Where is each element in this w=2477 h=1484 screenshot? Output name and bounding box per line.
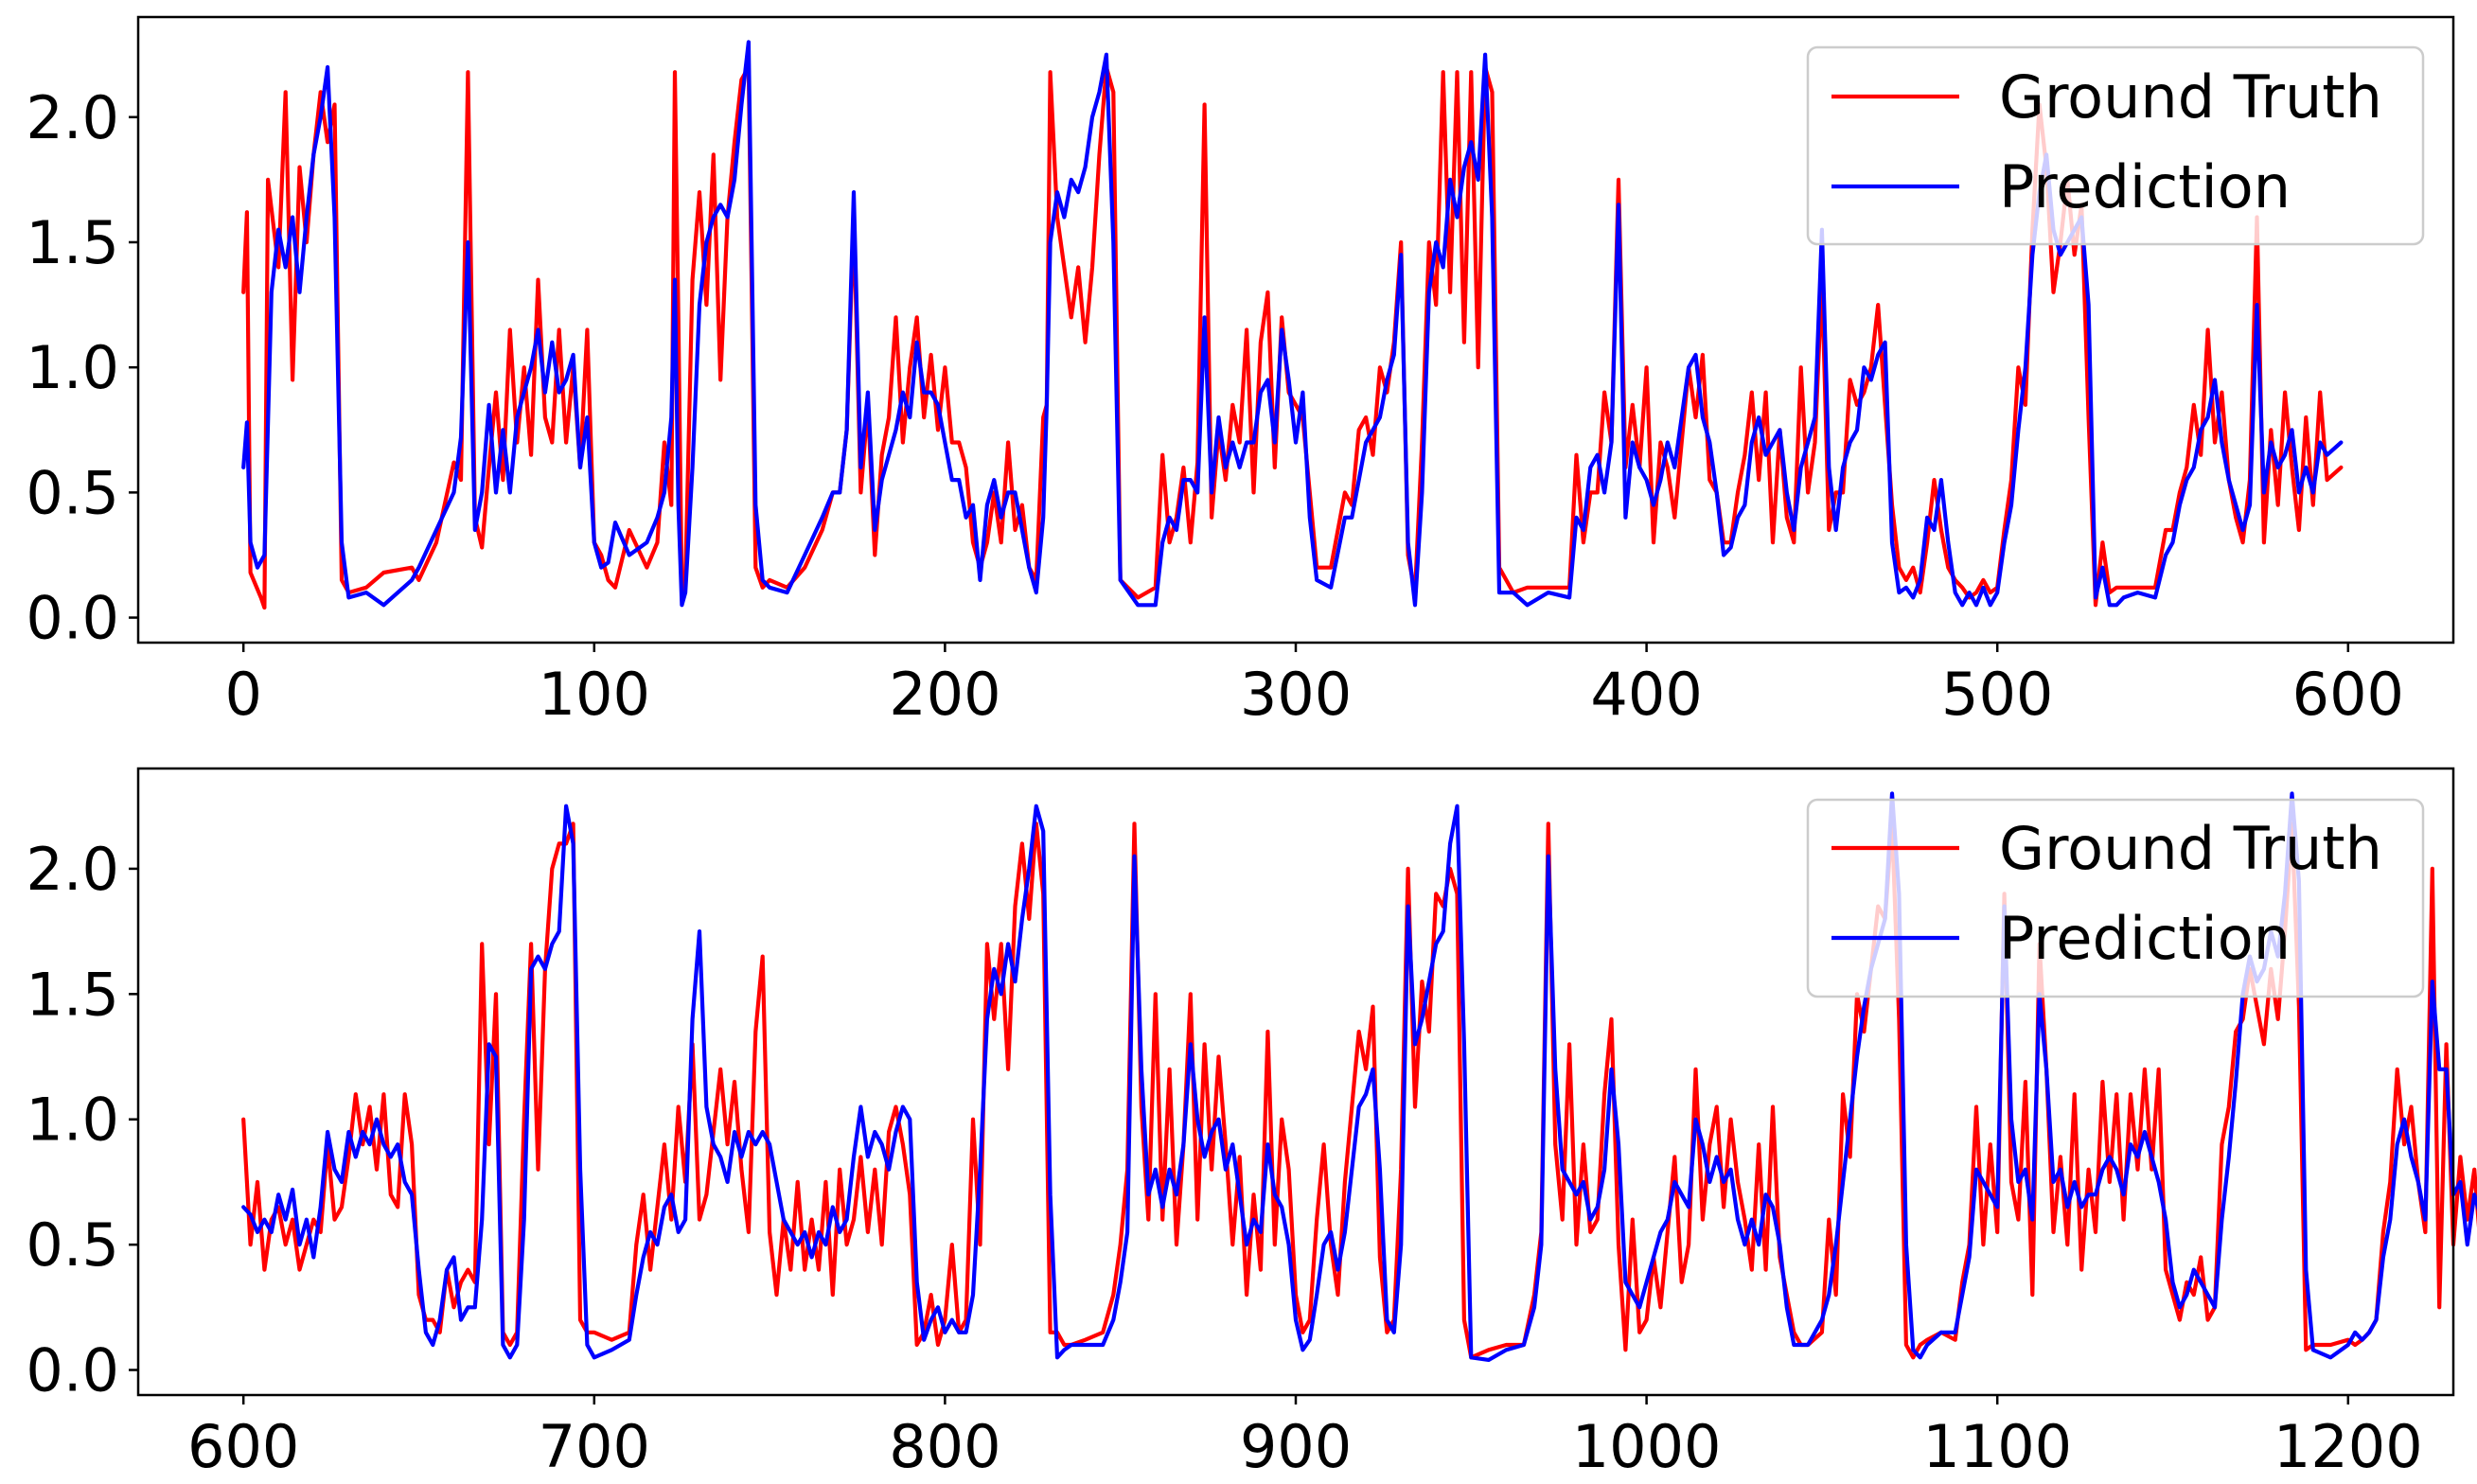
y-tick-label: 1.0 xyxy=(26,1086,119,1155)
x-tick-label: 600 xyxy=(187,1412,299,1481)
x-axis-bottom: 600 700 800 900 1000 1100 1200 xyxy=(187,1395,2423,1481)
x-tick-label: 600 xyxy=(2292,660,2404,729)
x-tick-label: 1000 xyxy=(1572,1412,1722,1481)
y-tick-label: 0.5 xyxy=(26,1210,119,1280)
x-tick-label: 1200 xyxy=(2274,1412,2423,1481)
legend-box-top xyxy=(1806,45,2425,246)
x-tick-label: 700 xyxy=(539,1412,650,1481)
x-tick-label: 100 xyxy=(539,660,650,729)
y-axis-bottom: 0.0 0.5 1.0 1.5 2.0 xyxy=(26,835,138,1405)
x-tick-label: 400 xyxy=(1590,660,1702,729)
chart-panel-top: 0 100 200 300 400 500 600 0.0 0.5 1.0 1.5 2.0 Grou… xyxy=(26,15,2455,729)
legend-label-prediction: Prediction xyxy=(1999,152,2291,221)
chart-panel-bottom: 600 700 800 900 1000 1100 1200 0.0 0.5 1.0 1.5 2.0… xyxy=(26,767,2477,1481)
plot-area-top xyxy=(241,40,2344,610)
y-tick-label: 0.0 xyxy=(26,584,119,653)
x-tick-label: 300 xyxy=(1240,660,1352,729)
legend-top: Ground Truth Prediction xyxy=(1806,45,2425,246)
series-line-prediction xyxy=(241,40,2344,608)
legend-bottom: Ground Truth Prediction xyxy=(1806,798,2425,998)
y-tick-label: 0.5 xyxy=(26,458,119,527)
x-tick-label: 0 xyxy=(224,660,261,729)
plot-area-bottom xyxy=(241,791,2477,1363)
x-tick-label: 1100 xyxy=(1922,1412,2072,1481)
x-tick-label: 500 xyxy=(1941,660,2053,729)
y-tick-label: 2.0 xyxy=(26,835,119,904)
series-line-prediction xyxy=(241,791,2477,1363)
y-tick-label: 0.0 xyxy=(26,1336,119,1405)
legend-label-ground-truth: Ground Truth xyxy=(1999,62,2382,132)
y-tick-label: 2.0 xyxy=(26,83,119,152)
series-line-ground-truth xyxy=(241,822,2477,1360)
y-tick-label: 1.0 xyxy=(26,333,119,402)
legend-label-prediction: Prediction xyxy=(1999,904,2291,973)
legend-label-ground-truth: Ground Truth xyxy=(1999,814,2382,883)
legend-box-bottom xyxy=(1806,798,2425,998)
x-tick-label: 200 xyxy=(889,660,1000,729)
x-tick-label: 900 xyxy=(1240,1412,1352,1481)
x-axis-top: 0 100 200 300 400 500 600 xyxy=(224,643,2404,729)
y-tick-label: 1.5 xyxy=(26,960,119,1029)
x-tick-label: 800 xyxy=(889,1412,1000,1481)
y-axis-top: 0.0 0.5 1.0 1.5 2.0 xyxy=(26,83,138,653)
y-tick-label: 1.5 xyxy=(26,208,119,277)
